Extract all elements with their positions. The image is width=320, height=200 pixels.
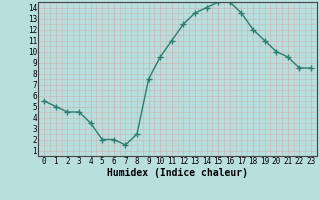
X-axis label: Humidex (Indice chaleur): Humidex (Indice chaleur) — [107, 168, 248, 178]
